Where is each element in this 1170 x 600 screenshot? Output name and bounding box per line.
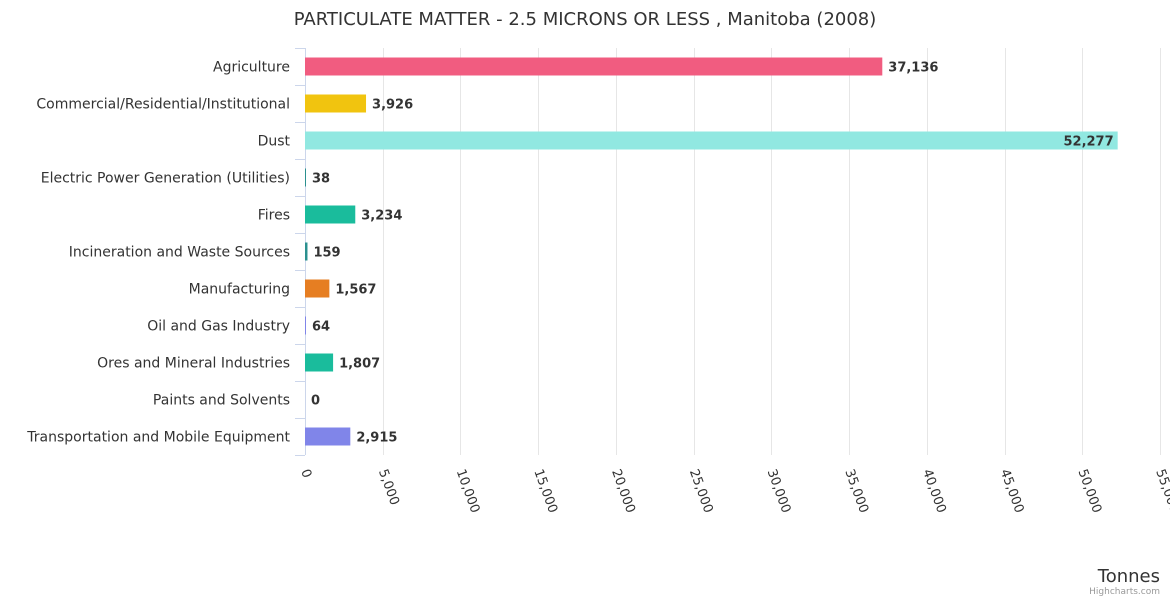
bar[interactable] <box>305 279 330 298</box>
tick-label: 15,000 <box>530 467 560 515</box>
bars <box>305 57 1118 446</box>
data-labels: 37,136 3,926 52,277 38 3,234 159 1,567 64 1,807 0… <box>311 61 1114 446</box>
category-label: Commercial/Residential/Institutional <box>36 97 290 113</box>
category-label: Oil and Gas Industry <box>147 319 290 335</box>
data-label: 0 <box>311 394 320 409</box>
credit-link[interactable]: Highcharts.com <box>1089 587 1160 597</box>
chart-title: PARTICULATE MATTER - 2.5 MICRONS OR LESS… <box>294 9 877 30</box>
data-label: 3,234 <box>361 209 402 224</box>
category-label: Electric Power Generation (Utilities) <box>41 171 290 187</box>
data-label: 37,136 <box>888 61 938 76</box>
bar[interactable] <box>305 427 351 446</box>
tick-label: 0 <box>297 467 314 480</box>
bar[interactable] <box>305 353 334 372</box>
category-label: Fires <box>258 208 290 224</box>
tick-label: 20,000 <box>608 467 638 515</box>
tick-label: 30,000 <box>764 467 794 515</box>
tick-labels: 0 5,000 10,000 15,000 20,000 25,000 30,000 35,0… <box>297 467 1170 515</box>
data-label: 64 <box>312 320 330 335</box>
data-label: 3,926 <box>372 98 413 113</box>
bar[interactable] <box>305 316 306 335</box>
data-label: 52,277 <box>1063 135 1113 150</box>
axis-title: Tonnes <box>1097 566 1160 587</box>
category-label: Paints and Solvents <box>153 393 290 409</box>
tick-label: 45,000 <box>997 467 1027 515</box>
category-labels: Agriculture Commercial/Residential/Instit… <box>26 60 290 446</box>
bar[interactable] <box>305 205 356 224</box>
tick-label: 35,000 <box>841 467 871 515</box>
tick-label: 25,000 <box>686 467 716 515</box>
data-label: 38 <box>312 172 330 187</box>
bar[interactable] <box>305 94 367 113</box>
category-label: Agriculture <box>213 60 290 76</box>
category-label: Manufacturing <box>189 282 290 298</box>
category-label: Dust <box>258 134 291 150</box>
category-label: Ores and Mineral Industries <box>97 356 290 372</box>
tick-label: 40,000 <box>919 467 949 515</box>
category-label: Transportation and Mobile Equipment <box>26 430 290 446</box>
data-label: 1,807 <box>339 357 380 372</box>
bar[interactable] <box>305 131 1118 150</box>
tick-label: 5,000 <box>375 467 402 507</box>
bar[interactable] <box>305 168 306 187</box>
data-label: 1,567 <box>335 283 376 298</box>
data-label: 2,915 <box>356 431 397 446</box>
gridlines <box>295 48 1161 456</box>
bar[interactable] <box>305 57 883 76</box>
bar[interactable] <box>305 242 308 261</box>
category-label: Incineration and Waste Sources <box>69 245 290 261</box>
tick-label: 55,000 <box>1152 467 1170 515</box>
tick-label: 10,000 <box>453 467 483 515</box>
data-label: 159 <box>313 246 340 261</box>
tick-label: 50,000 <box>1075 467 1105 515</box>
